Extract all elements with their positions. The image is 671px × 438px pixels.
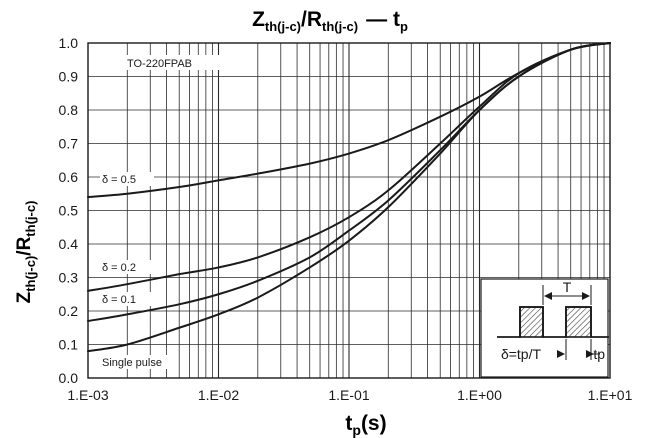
y-tick-label: 0.7 — [59, 136, 79, 152]
x-tick-label: 1.E+01 — [588, 387, 633, 403]
y-tick-label: 0.2 — [59, 303, 79, 319]
grid-layer — [88, 43, 610, 378]
series-line-delta-02 — [87, 42, 611, 292]
x-tick-label: 1.E+00 — [457, 387, 502, 403]
y-tick-label: 0.9 — [59, 69, 79, 85]
inset-pulse-label: tp — [593, 346, 605, 362]
x-tick-labels: 1.E-03 1.E-02 1.E-01 1.E+00 1.E+01 — [67, 387, 632, 403]
y-tick-label: 0.5 — [59, 203, 79, 219]
y-axis-title: Zth(j-c)/Rth(j-c) — [14, 201, 38, 304]
y-tick-labels: 0.0 0.1 0.2 0.3 0.4 0.5 0.6 0.7 0.8 0.9 1.0 — [59, 35, 79, 386]
y-tick-label: 0.3 — [59, 270, 79, 286]
title-dash: — t — [366, 8, 400, 31]
title-slash-sub: th(j-c) — [322, 19, 358, 34]
y-tick-label: 0.6 — [59, 169, 79, 185]
x-axis-title: tp(s) — [345, 412, 386, 438]
y-tick-label: 1.0 — [59, 35, 79, 51]
duty-cycle-inset: T δ=tp/T tp — [480, 278, 609, 378]
x-tick-label: 1.E-03 — [67, 387, 108, 403]
title-prefix: Z — [252, 8, 265, 31]
x-title-unit: (s) — [361, 412, 387, 435]
chart-title: Zth(j-c)/Rth(j-c) — tp — [252, 8, 408, 34]
y-tick-label: 0.1 — [59, 337, 79, 353]
y-tick-label: 0.0 — [59, 370, 79, 386]
title-prefix-sub: th(j-c) — [265, 19, 301, 34]
label-bg-d02 — [100, 260, 154, 274]
title-dash-sub: p — [400, 19, 408, 34]
label-bg-single — [100, 355, 170, 369]
y-tick-label: 0.8 — [59, 102, 79, 118]
y-title-sub1: th(j-c) — [23, 256, 38, 292]
title-slash: /R — [301, 8, 322, 31]
x-title-sub: p — [352, 422, 361, 438]
series-label-single-pulse: Single pulse — [102, 357, 162, 369]
series-line-single-pulse — [87, 42, 611, 353]
package-label-bg — [124, 55, 220, 70]
y-title-main: Z — [14, 291, 35, 303]
x-tick-label: 1.E-01 — [328, 387, 369, 403]
package-label: TO-220FPAB — [127, 58, 192, 70]
label-bg-d01 — [100, 292, 154, 306]
x-title-main: t — [345, 412, 352, 435]
y-title-mid: /R — [14, 236, 35, 255]
inset-period-label: T — [563, 279, 572, 295]
y-tick-label: 0.4 — [59, 236, 79, 252]
label-bg-d05 — [100, 172, 154, 186]
curve-layer — [87, 42, 611, 353]
inset-duty-label: δ=tp/T — [501, 346, 542, 362]
series-label-delta-01: δ = 0.1 — [102, 294, 136, 306]
series-label-delta-05: δ = 0.5 — [102, 174, 136, 186]
inset-pulse-2 — [565, 306, 592, 338]
series-label-delta-02: δ = 0.2 — [102, 262, 136, 274]
y-title-sub2: th(j-c) — [23, 201, 38, 237]
inset-pulse-1 — [519, 306, 544, 338]
plot-frame — [87, 42, 611, 379]
x-tick-label: 1.E-02 — [198, 387, 239, 403]
